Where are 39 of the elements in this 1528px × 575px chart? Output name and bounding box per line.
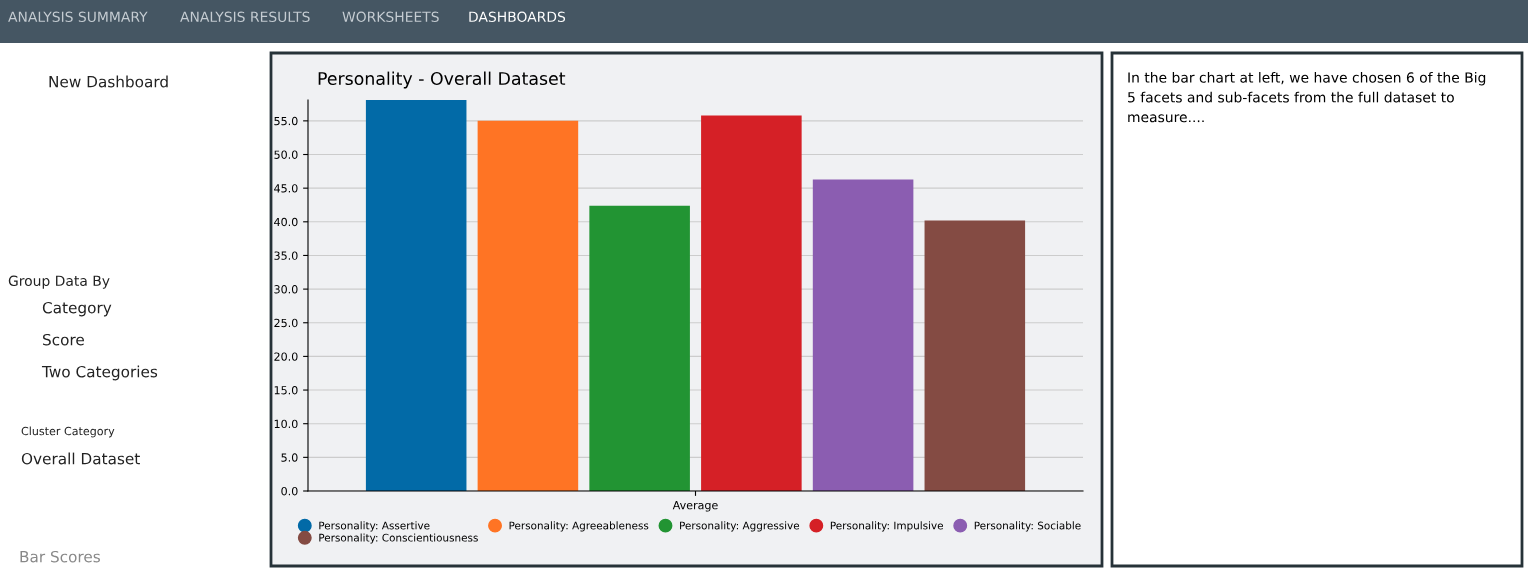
x-tick-label: Average — [672, 501, 718, 512]
bar — [812, 179, 914, 491]
y-tick-label: 5.0 — [281, 453, 298, 462]
text: ANALYSIS RESULTS — [180, 11, 310, 23]
text: Two Categories — [41, 365, 158, 381]
bar — [701, 115, 802, 491]
text: In the bar chart at left, we have chosen 6 of the Big 5 facets and sub-facets from the full dataset to measure.... — [1128, 72, 1486, 123]
legend-label: Personality: Sociable — [974, 521, 1081, 532]
legend-label: Personality: Impulsive — [830, 521, 943, 532]
text: Group Data By — [8, 275, 110, 289]
legend-label: Personality: Agreeableness — [509, 521, 649, 532]
y-tick-label: 40.0 — [274, 217, 298, 227]
y-tick-label: 15.0 — [274, 386, 298, 395]
text: Bar Scores — [20, 550, 100, 563]
y-tick-label: 0.0 — [281, 486, 298, 496]
text: WORKSHEETS — [342, 11, 439, 23]
y-tick-label: 20.0 — [274, 352, 298, 361]
bar — [924, 220, 1026, 491]
bar — [365, 100, 467, 491]
text: New Dashboard — [49, 75, 168, 88]
y-tick-label: 55.0 — [274, 116, 298, 126]
text: ANALYSIS SUMMARY — [8, 11, 148, 23]
text: Score — [43, 333, 84, 346]
y-tick-label: 45.0 — [274, 184, 298, 193]
y-tick-label: 50.0 — [274, 150, 298, 159]
text: Cluster Category — [21, 426, 115, 438]
y-tick-label: 10.0 — [274, 419, 298, 429]
chart-title: Personality - Overall Dataset — [318, 71, 566, 89]
text: Overall Dataset — [21, 452, 140, 465]
y-tick-label: 25.0 — [274, 318, 298, 328]
legend-label: Personality: Conscientiousness — [319, 533, 478, 544]
legend-label: Personality: Assertive — [319, 521, 430, 532]
text: Category — [42, 301, 112, 317]
bar — [477, 120, 579, 491]
legend-label: Personality: Aggressive — [680, 521, 800, 532]
text: DASHBOARDS — [469, 11, 566, 23]
bar — [589, 205, 690, 491]
y-tick-label: 30.0 — [274, 285, 298, 294]
y-tick-label: 35.0 — [274, 251, 298, 260]
